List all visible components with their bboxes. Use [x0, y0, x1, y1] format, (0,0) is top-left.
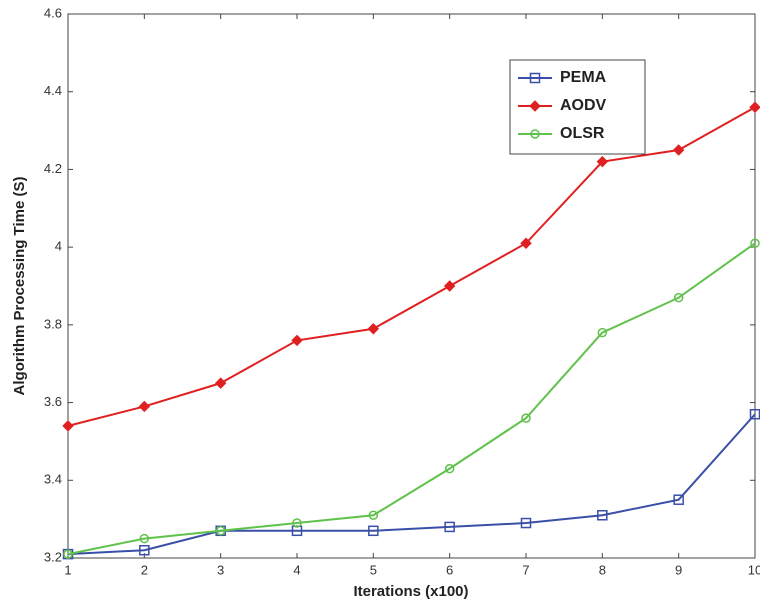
marker	[139, 544, 150, 556]
plot-frame	[67, 13, 756, 559]
marker	[673, 494, 684, 505]
y-axis-title: Algorithm Processing Time (S)	[11, 177, 28, 396]
legend-label: AODV	[560, 97, 607, 114]
series-line	[67, 242, 756, 556]
marker	[597, 327, 608, 338]
series-line	[67, 106, 756, 427]
marker	[672, 144, 685, 156]
marker	[368, 510, 379, 521]
x-tick-label: 5	[370, 562, 377, 577]
legend-marker	[529, 100, 541, 112]
legend-label: OLSR	[560, 125, 605, 142]
marker	[520, 237, 532, 249]
legend-marker	[529, 72, 541, 84]
marker	[597, 510, 608, 521]
x-tick-label: 10	[748, 562, 760, 577]
marker	[520, 517, 532, 529]
x-tick-label: 2	[141, 562, 148, 577]
marker	[596, 155, 609, 168]
x-tick-label: 4	[293, 562, 300, 577]
marker	[138, 400, 151, 413]
x-tick-label: 1	[64, 562, 71, 577]
x-tick-label: 8	[599, 562, 606, 577]
marker	[750, 238, 760, 249]
marker	[444, 463, 455, 474]
y-tick-label: 4.4	[44, 83, 62, 98]
y-tick-label: 4.6	[44, 5, 62, 20]
marker	[367, 323, 380, 335]
y-tick-label: 3.8	[44, 316, 62, 331]
marker	[521, 413, 531, 423]
marker	[215, 526, 226, 536]
y-tick-label: 3.4	[44, 472, 62, 487]
marker	[214, 377, 227, 389]
marker	[749, 101, 760, 113]
y-tick-label: 4	[55, 239, 62, 254]
legend-label: PEMA	[560, 69, 607, 86]
y-tick-label: 3.6	[44, 394, 62, 409]
series-line	[67, 413, 756, 556]
marker	[291, 334, 303, 347]
x-tick-label: 6	[446, 562, 453, 577]
marker	[63, 549, 73, 559]
y-tick-label: 3.2	[44, 549, 62, 564]
marker	[139, 533, 150, 544]
y-tick-label: 4.2	[44, 161, 62, 176]
x-tick-label: 9	[675, 562, 682, 577]
marker	[673, 292, 684, 303]
x-tick-label: 7	[522, 562, 529, 577]
marker	[444, 521, 455, 533]
marker	[368, 525, 379, 537]
marker	[443, 280, 456, 292]
marker	[62, 420, 74, 432]
legend-marker	[530, 129, 540, 139]
x-tick-label: 3	[217, 562, 224, 577]
x-axis-title: Iterations (x100)	[353, 583, 468, 600]
marker	[292, 518, 302, 528]
